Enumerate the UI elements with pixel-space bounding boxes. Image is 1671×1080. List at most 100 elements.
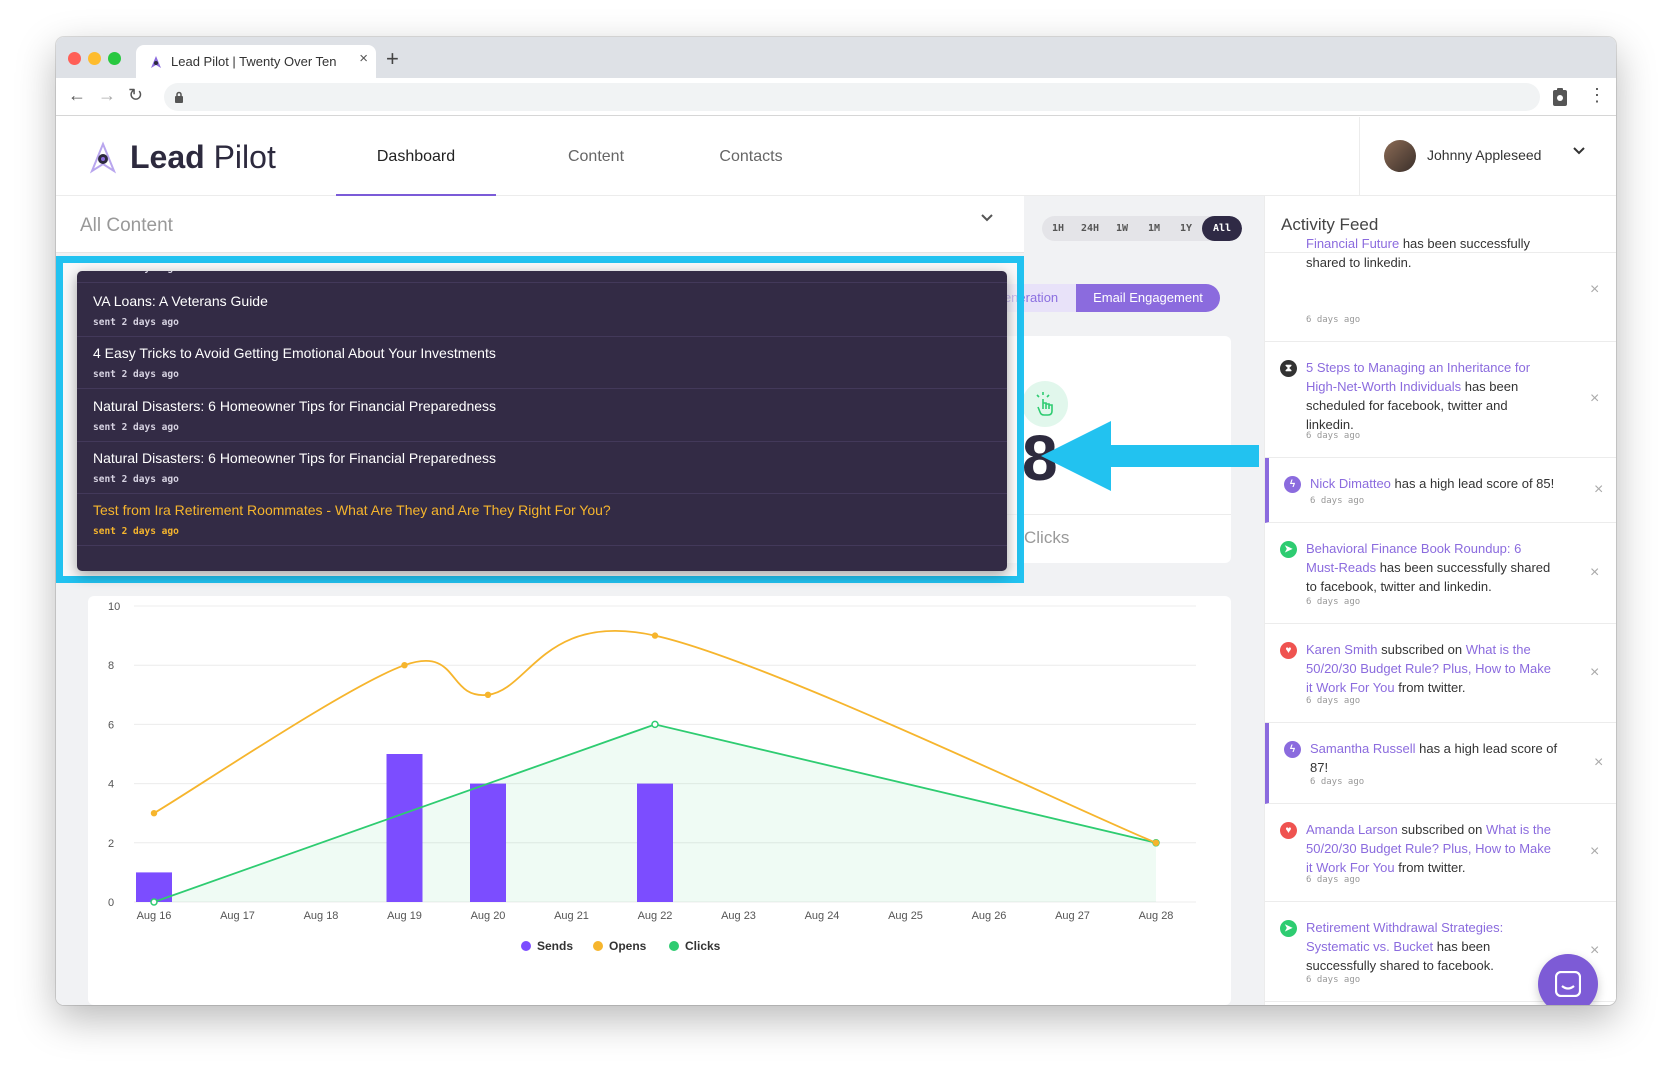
x-tick-label: Aug 17	[220, 910, 255, 922]
new-tab-button[interactable]: +	[386, 46, 399, 71]
range-1w[interactable]: 1W	[1115, 223, 1129, 234]
tab-close-icon[interactable]: ×	[359, 50, 368, 67]
minimize-window-button[interactable]	[88, 52, 101, 65]
nav-tab-contacts[interactable]: Contacts	[719, 148, 783, 165]
dropdown-item[interactable]: 4 Easy Tricks to Avoid Getting Emotional…	[77, 333, 1007, 389]
range-1h[interactable]: 1H	[1051, 223, 1065, 234]
logo-bold-text: Lead	[130, 139, 205, 175]
activity-item: ➤ Retirement Withdrawal Strategies: Syste…	[1265, 902, 1616, 1002]
bolt-icon: ϟ	[1284, 741, 1301, 758]
activity-link[interactable]: What is the 50/20/30 Budget Rule? Plus, …	[1306, 642, 1551, 695]
x-tick-label: Aug 22	[638, 910, 673, 922]
opens-point	[651, 632, 659, 639]
dismiss-icon[interactable]: ×	[1590, 390, 1600, 407]
nav-tab-content[interactable]: Content	[567, 148, 625, 165]
activity-link[interactable]: 5 Steps to Managing an Inheritance for H…	[1306, 360, 1531, 394]
activity-text-mid: subscribed on	[1397, 822, 1486, 837]
dismiss-icon[interactable]: ×	[1590, 942, 1600, 959]
chat-launcher-button[interactable]	[1538, 954, 1598, 1005]
activity-item: ⧗ 5 Steps to Managing an Inheritance for …	[1265, 342, 1616, 458]
activity-item: ϟ Samantha Russell has a high lead score …	[1265, 723, 1616, 804]
dropdown-item-title: VA Loans: A Veterans Guide	[93, 293, 268, 309]
dropdown-item[interactable]: VA Loans: A Veterans Guide sent 2 days ag…	[77, 281, 1007, 337]
range-1m[interactable]: 1M	[1147, 223, 1161, 234]
forward-icon[interactable]: →	[98, 85, 116, 105]
dismiss-icon[interactable]: ×	[1594, 754, 1604, 771]
engagement-chart: 0 2 4 6 8 10 Aug 16 Aug 17 Aug 18 Aug 19 Aug 20 Aug…	[88, 596, 1231, 1005]
x-tick-label: Aug 25	[888, 910, 923, 922]
dismiss-icon[interactable]: ×	[1594, 481, 1604, 498]
activity-link[interactable]: Karen Smith	[1306, 642, 1378, 657]
activity-text-rest: from twitter.	[1394, 680, 1466, 695]
dropdown-item[interactable]: Test from Ira Retirement Roommates - Wha…	[77, 490, 1007, 546]
url-field[interactable]	[164, 83, 1540, 111]
x-tick-label: Aug 19	[387, 910, 422, 922]
logo-rest-text: Pilot	[204, 139, 276, 175]
activity-item: ϟ Nick Dimatteo has a high lead score of …	[1265, 458, 1616, 523]
activity-link[interactable]: Behavioral Finance Book Roundup: 6 Must-…	[1306, 541, 1522, 575]
tab-title: Lead Pilot | Twenty Over Ten	[171, 54, 337, 69]
divider	[872, 514, 1231, 515]
x-tick-label: Aug 24	[805, 910, 840, 922]
activity-timestamp: 6 days ago	[1306, 875, 1361, 885]
chart-canvas: 0 2 4 6 8 10 Aug 16 Aug 17 Aug 18 Aug 19 Aug 20 Aug…	[108, 601, 1196, 953]
close-window-button[interactable]	[68, 52, 81, 65]
activity-item: ➤ Behavioral Finance Book Roundup: 6 Must…	[1265, 523, 1616, 624]
x-tick-label: Aug 16	[137, 910, 172, 922]
opens-point	[150, 810, 158, 817]
activity-text: Behavioral Finance Book Roundup: 6 Must-…	[1306, 539, 1554, 596]
reload-icon[interactable]: ↻	[128, 85, 144, 105]
dropdown-item-meta: sent 2 days ago	[93, 369, 179, 380]
clicks-point	[150, 898, 158, 906]
legend-swatch	[593, 941, 603, 951]
highlight-callout: sent 2 days agoVA Loans: A Veterans Guid…	[56, 256, 1024, 583]
y-tick-label: 0	[108, 897, 114, 909]
dropdown-item[interactable]: Natural Disasters: 6 Homeowner Tips for …	[77, 386, 1007, 442]
activity-item: ♥ Karen Smith subscribed on What is the 5…	[1265, 624, 1616, 723]
activity-text-rest: has been successfully shared to facebook…	[1306, 939, 1494, 973]
legend-swatch	[521, 941, 531, 951]
dismiss-icon[interactable]: ×	[1590, 281, 1600, 298]
nav-tab-dashboard[interactable]: Dashboard	[336, 117, 496, 196]
dismiss-icon[interactable]: ×	[1590, 843, 1600, 860]
activity-link[interactable]: Samantha Russell	[1310, 741, 1416, 756]
activity-link[interactable]: Nick Dimatteo	[1310, 476, 1391, 491]
y-tick-label: 4	[108, 779, 114, 791]
y-tick-label: 10	[108, 601, 120, 613]
pointer-click-icon	[1022, 381, 1068, 427]
app: Lead Pilot Dashboard Content Contacts Jo…	[56, 117, 1616, 1005]
dropdown-item[interactable]: Natural Disasters: 6 Homeowner Tips for …	[77, 438, 1007, 494]
opens-point	[401, 662, 408, 669]
range-24h[interactable]: 24H	[1080, 223, 1100, 234]
browser-menu-icon[interactable]: ⋮	[1588, 85, 1606, 105]
browser-tab[interactable]: Lead Pilot | Twenty Over Ten ×	[136, 45, 376, 78]
activity-link[interactable]: Amanda Larson	[1306, 822, 1398, 837]
back-icon[interactable]: ←	[68, 85, 86, 105]
legend-label: Opens	[609, 939, 647, 953]
heart-icon: ♥	[1280, 642, 1297, 659]
x-tick-label: Aug 20	[471, 910, 506, 922]
time-range-selector: 1H 24H 1W 1M 1Y All	[1042, 216, 1242, 241]
opens-point	[1152, 839, 1160, 846]
range-1y[interactable]: 1Y	[1179, 223, 1193, 234]
activity-text-mid: subscribed on	[1377, 642, 1466, 657]
activity-text: Amanda Larson subscribed on What is the …	[1306, 820, 1554, 877]
segment-email-engagement[interactable]: Email Engagement	[1076, 284, 1220, 312]
clipboard-extension-icon[interactable]	[1552, 87, 1568, 107]
activity-feed: Activity Feed Financial Future has been …	[1264, 196, 1616, 1005]
maximize-window-button[interactable]	[108, 52, 121, 65]
dismiss-icon[interactable]: ×	[1590, 564, 1600, 581]
legend-label: Clicks	[685, 939, 721, 953]
content-select[interactable]: All Content	[56, 196, 1024, 253]
user-menu[interactable]: Johnny Appleseed	[1359, 117, 1616, 196]
activity-link[interactable]: Financial Future	[1306, 236, 1400, 251]
favicon-icon	[151, 56, 161, 68]
opens-point	[484, 691, 492, 698]
range-all[interactable]: All	[1202, 216, 1242, 241]
dropdown-item-meta: sent 2 days ago	[93, 526, 179, 537]
dropdown-item[interactable]: sent 2 days ago	[77, 271, 1007, 283]
activity-link[interactable]: What is the 50/20/30 Budget Rule? Plus, …	[1306, 822, 1551, 875]
activity-link[interactable]: Retirement Withdrawal Strategies: System…	[1306, 920, 1504, 954]
activity-text: Financial Future has been successfully s…	[1306, 234, 1554, 272]
dismiss-icon[interactable]: ×	[1590, 664, 1600, 681]
